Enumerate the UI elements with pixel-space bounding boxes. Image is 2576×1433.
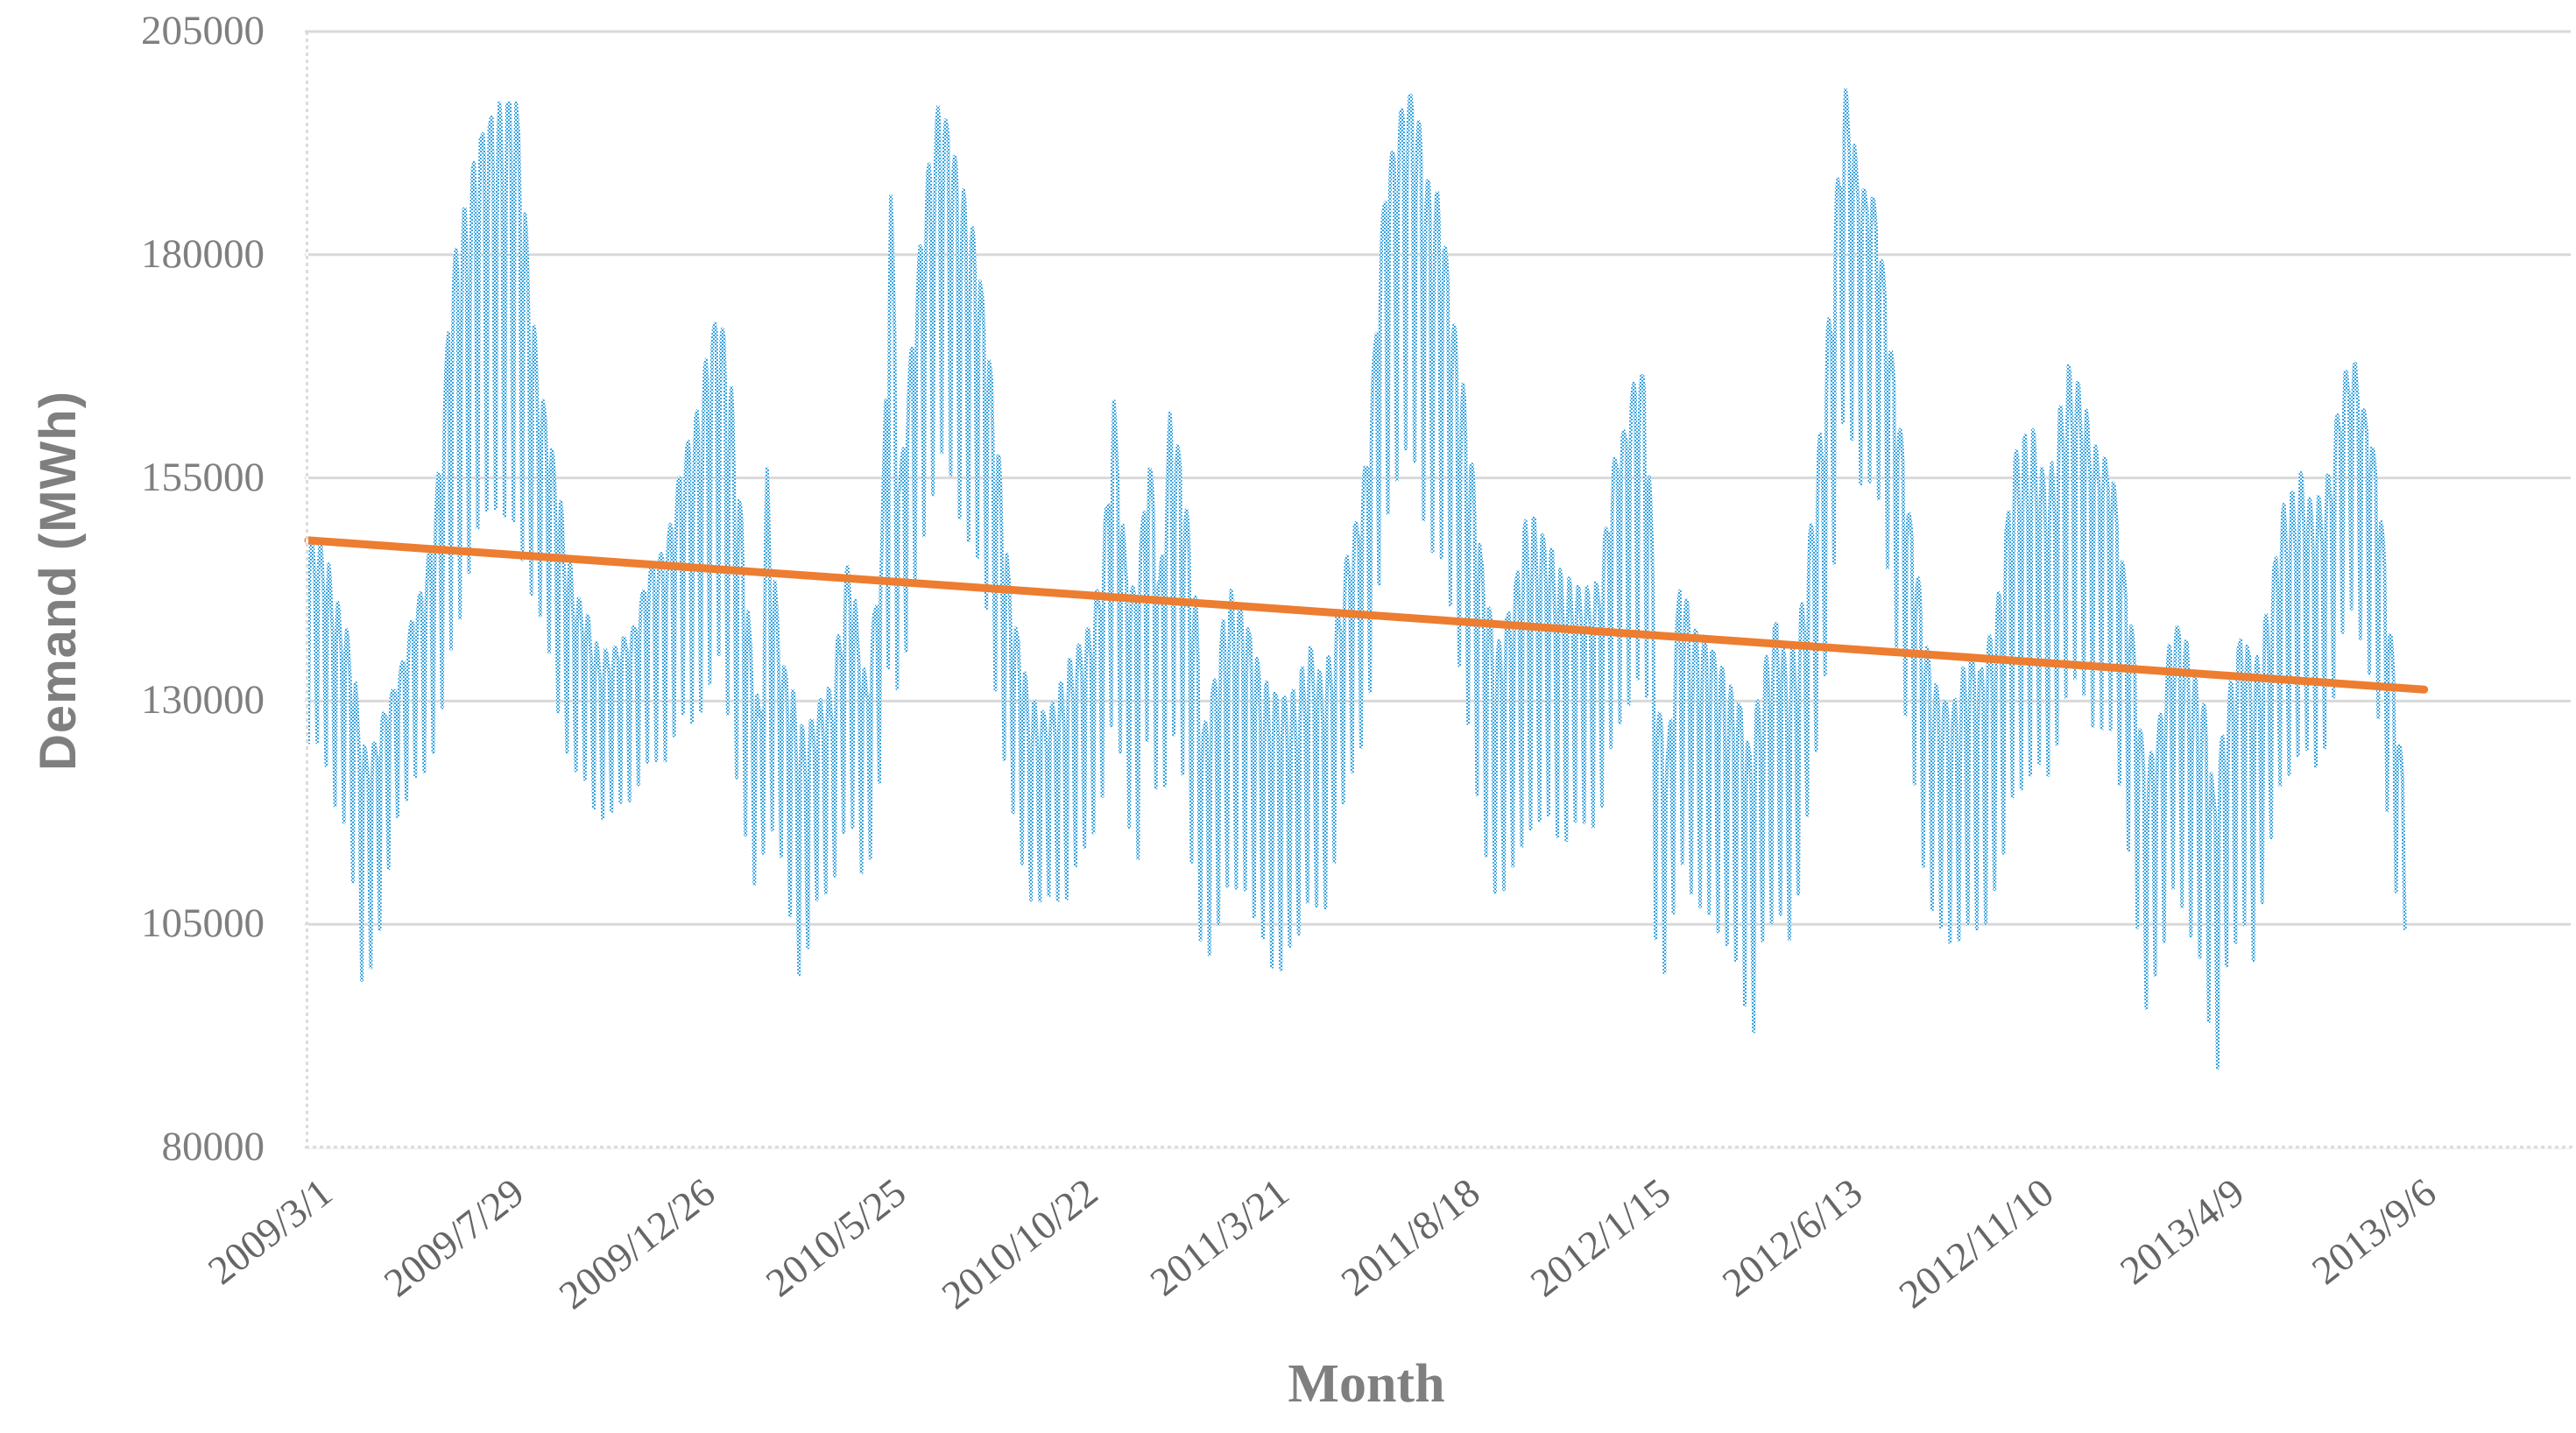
y-tick-label: 105000 (141, 900, 265, 947)
y-tick-label: 205000 (141, 8, 265, 53)
trend-line (304, 536, 2429, 694)
x-axis-title: Month (1288, 1354, 1445, 1414)
y-axis-title: Demand (MWh) (30, 390, 87, 772)
y-axis-line (306, 32, 308, 1147)
demand-series-line (307, 88, 2407, 1070)
y-tick-label: 180000 (141, 230, 265, 277)
y-tick-label: 130000 (141, 677, 265, 724)
x-axis-line (306, 1146, 2574, 1148)
y-tick-label: 80000 (161, 1124, 265, 1169)
y-tick-label: 155000 (141, 454, 265, 500)
